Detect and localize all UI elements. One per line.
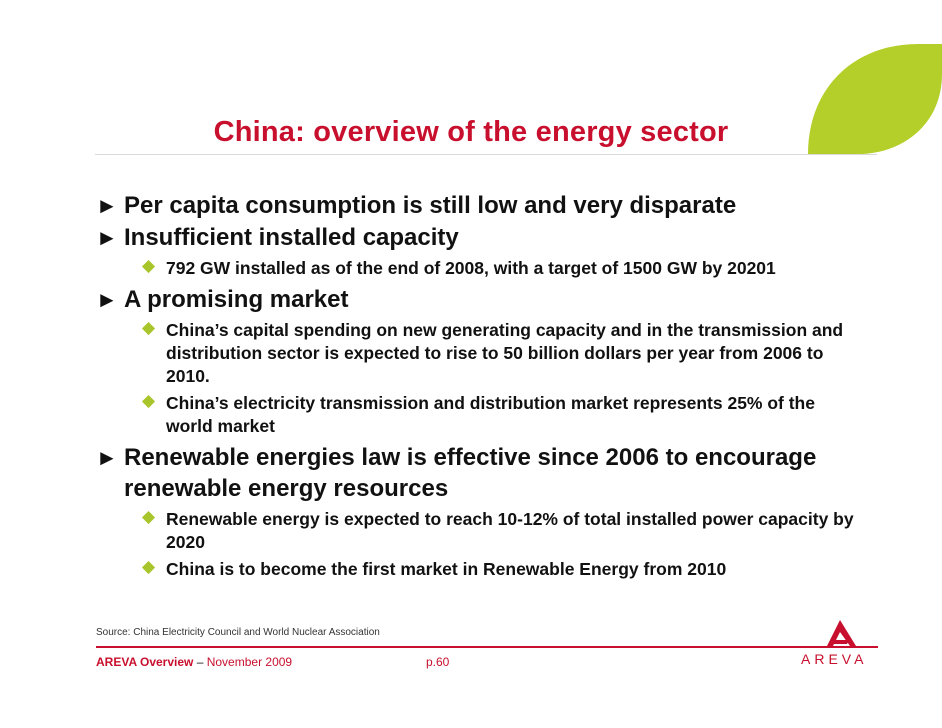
sub-bullet: China’s electricity transmission and dis… — [96, 392, 856, 438]
diamond-icon — [141, 259, 156, 274]
main-bullet-text: Per capita consumption is still low and … — [124, 192, 737, 219]
main-bullet: ► Per capita consumption is still low and… — [96, 190, 856, 221]
triangle-right-icon: ► — [96, 225, 118, 250]
title-divider — [95, 154, 877, 155]
diamond-icon — [141, 560, 156, 575]
sub-bullet-text: China’s capital spending on new generati… — [166, 320, 844, 386]
sub-bullet-text: China’s electricity transmission and dis… — [166, 393, 815, 436]
footer-separator: – — [193, 655, 207, 669]
sub-bullet-text: China is to become the first market in R… — [166, 559, 727, 579]
main-bullet-text: A promising market — [124, 286, 349, 313]
main-bullet-text: Renewable energies law is effective sinc… — [124, 444, 817, 502]
sub-bullet-text: 792 GW installed as of the end of 2008, … — [166, 258, 776, 278]
sub-bullet: China is to become the first market in R… — [96, 558, 856, 581]
diamond-icon — [141, 394, 156, 409]
main-bullet-text: Insufficient installed capacity — [124, 224, 459, 251]
triangle-right-icon: ► — [96, 287, 118, 312]
footer-label: AREVA Overview – November 2009 — [96, 655, 292, 669]
footer-company: AREVA Overview — [96, 655, 194, 669]
diamond-icon — [141, 321, 156, 336]
footer-date: November 2009 — [206, 655, 293, 669]
main-bullet: ► Insufficient installed capacity — [96, 222, 856, 253]
green-leaf-decoration — [808, 44, 942, 154]
source-note: Source: China Electricity Council and Wo… — [96, 627, 380, 638]
sub-bullet: China’s capital spending on new generati… — [96, 319, 856, 388]
sub-bullet: 792 GW installed as of the end of 2008, … — [96, 257, 856, 280]
main-bullet: ► Renewable energies law is effective sin… — [96, 442, 856, 504]
page-number: p.60 — [426, 655, 450, 669]
main-bullet: ► A promising market — [96, 284, 856, 315]
page-title: China: overview of the energy sector — [213, 116, 729, 148]
triangle-right-icon: ► — [96, 193, 118, 218]
bullet-list: ► Per capita consumption is still low and… — [96, 190, 856, 585]
areva-logo-icon — [827, 620, 856, 646]
sub-bullet-text: Renewable energy is expected to reach 10… — [166, 509, 854, 552]
triangle-right-icon: ► — [96, 445, 118, 470]
sub-bullet: Renewable energy is expected to reach 10… — [96, 508, 856, 554]
diamond-icon — [141, 510, 156, 525]
footer-divider — [96, 646, 878, 648]
areva-logo-text: AREVA — [801, 651, 868, 667]
